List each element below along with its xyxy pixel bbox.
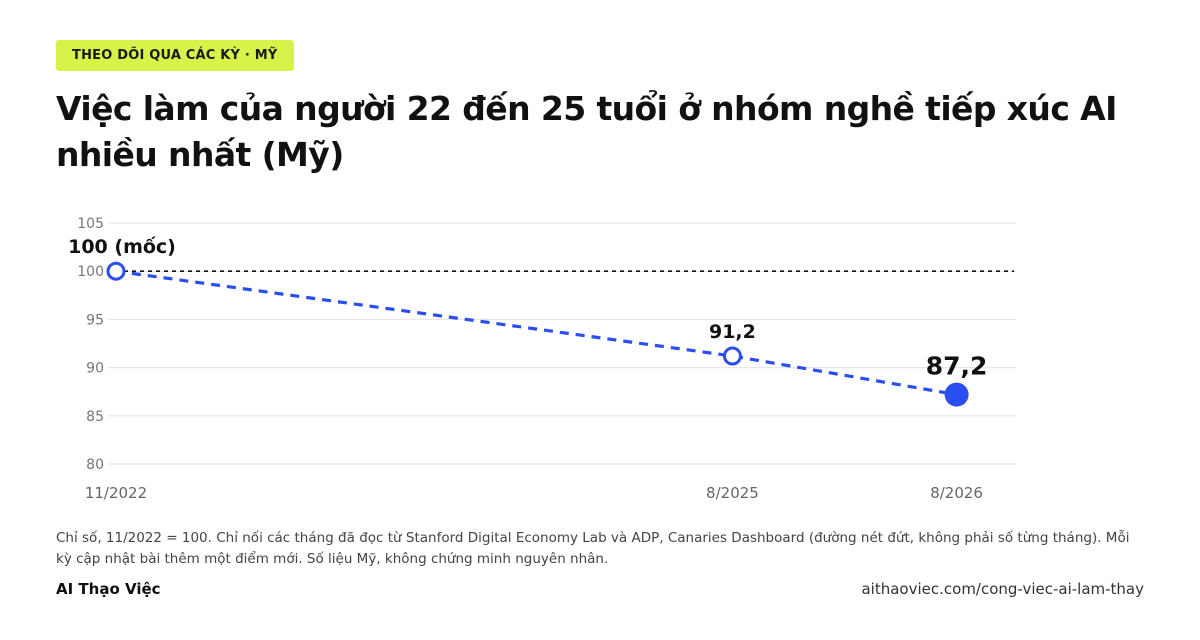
data-label: 100 (mốc) <box>68 235 176 258</box>
y-tick-label: 85 <box>86 409 104 425</box>
y-tick-label: 105 <box>77 216 104 232</box>
data-label: 91,2 <box>709 321 756 343</box>
brand-name: AI Thạo Việc <box>56 580 161 598</box>
y-tick-label: 90 <box>86 361 104 377</box>
y-tick-label: 100 <box>77 264 104 280</box>
chart-footnote: Chỉ số, 11/2022 = 100. Chỉ nối các tháng… <box>56 530 1130 567</box>
source-url: aithaoviec.com/cong-viec-ai-lam-thay <box>861 580 1144 598</box>
x-tick-label: 8/2026 <box>930 484 983 502</box>
series-line <box>115 269 957 397</box>
y-tick-label: 95 <box>86 312 104 328</box>
data-label: 87,2 <box>926 352 988 381</box>
section-badge: THEO DÕI QUA CÁC KỲ · MỸ <box>56 40 294 71</box>
y-tick-label: 80 <box>86 457 104 473</box>
data-point <box>106 261 126 281</box>
data-point <box>722 346 742 366</box>
chart-title: Việc làm của người 22 đến 25 tuổi ở nhóm… <box>56 89 1117 174</box>
x-tick-label: 11/2022 <box>85 484 147 502</box>
data-point-latest <box>944 382 969 407</box>
x-tick-label: 8/2025 <box>706 484 759 502</box>
line-chart: 80 85 90 95 100 105 11/2022 8/2025 8/2026 100 (mố… <box>68 216 1016 502</box>
